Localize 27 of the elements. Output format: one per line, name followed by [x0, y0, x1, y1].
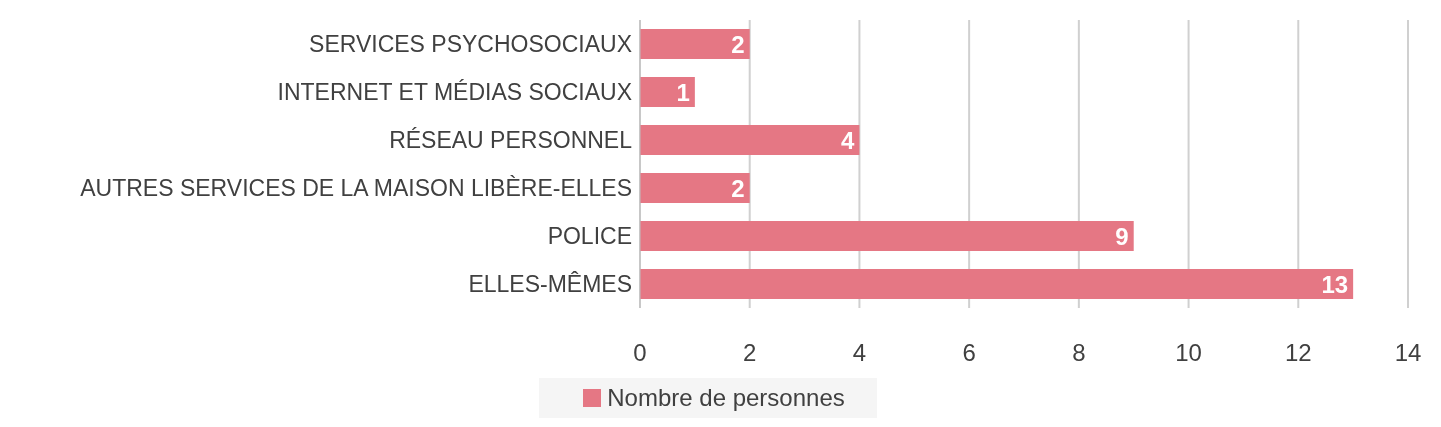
legend-label: Nombre de personnes [606, 384, 845, 412]
data-label: 2 [731, 30, 745, 58]
data-label: 1 [676, 78, 690, 106]
bar [640, 221, 1134, 251]
bar [640, 125, 860, 155]
data-label: 2 [731, 174, 745, 202]
y-tick-label: AUTRES SERVICES DE LA MAISON LIBÈRE-ELLES [80, 175, 632, 202]
x-tick-label: 0 [633, 339, 647, 367]
x-tick-label: 2 [743, 339, 757, 367]
data-label: 9 [1115, 222, 1129, 250]
y-tick-label: INTERNET ET MÉDIAS SOCIAUX [277, 79, 632, 106]
bar [640, 269, 1354, 299]
y-tick-label: ELLES-MÊMES [468, 271, 632, 298]
bar [640, 29, 750, 59]
bar [640, 77, 695, 107]
x-tick-label: 14 [1394, 339, 1422, 367]
y-tick-label: SERVICES PSYCHOSOCIAUX [309, 31, 632, 58]
x-tick-label: 8 [1072, 339, 1086, 367]
x-tick-label: 10 [1175, 339, 1202, 367]
y-tick-label: RÉSEAU PERSONNEL [389, 127, 633, 154]
data-label: 4 [841, 126, 856, 154]
x-tick-label: 12 [1284, 339, 1312, 367]
x-tick-label: 4 [852, 339, 867, 367]
x-tick-label: 6 [962, 339, 976, 367]
bar [640, 173, 750, 203]
data-label: 13 [1321, 270, 1349, 298]
y-tick-label: POLICE [547, 223, 632, 250]
